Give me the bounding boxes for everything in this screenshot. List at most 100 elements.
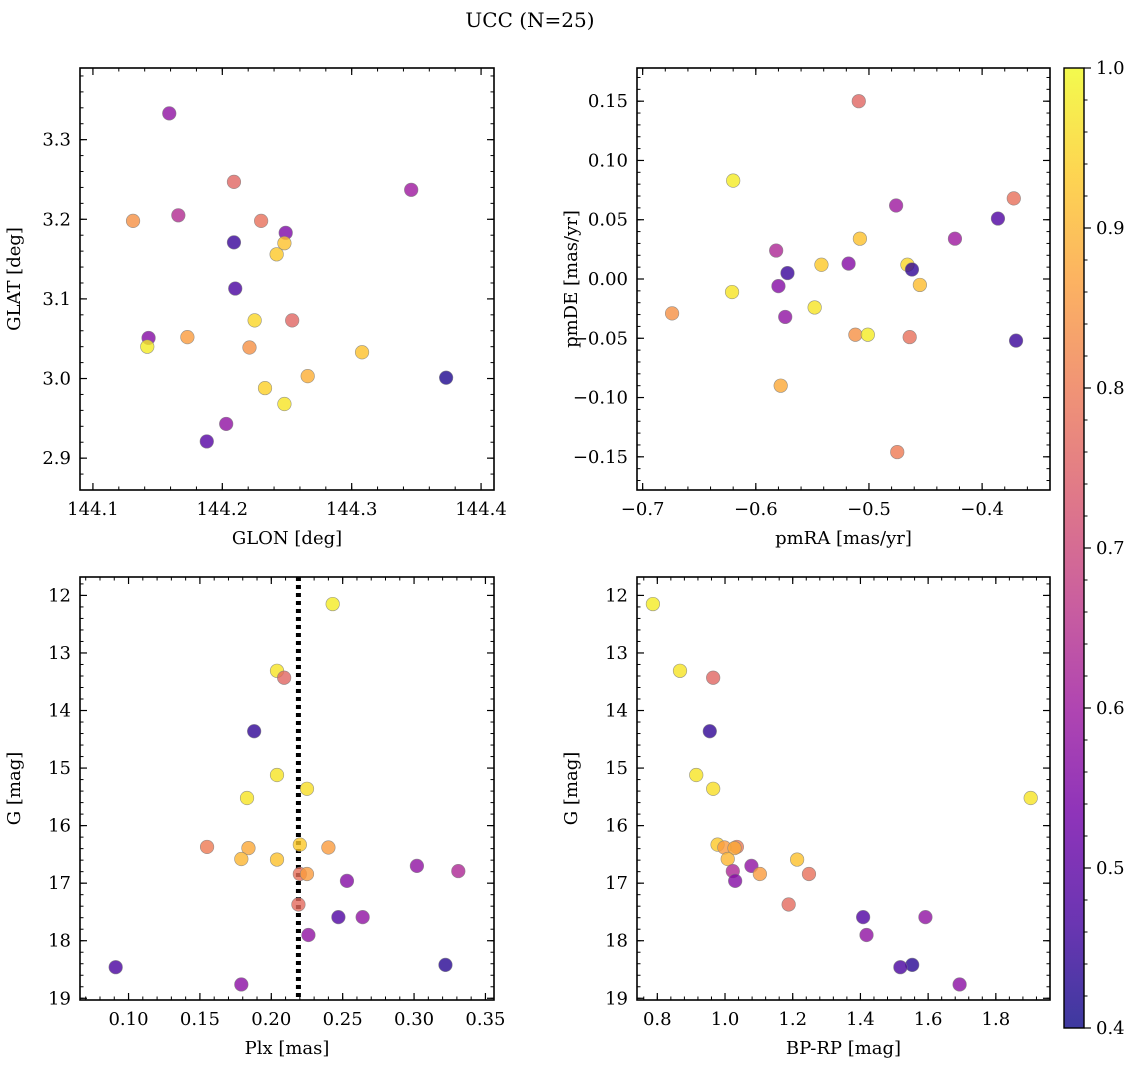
data-point — [321, 840, 336, 855]
x-tick-label: 144.3 — [326, 499, 378, 520]
y-tick-label: 18 — [48, 931, 71, 952]
data-point — [325, 596, 340, 612]
y-tick-label: 19 — [605, 988, 628, 1009]
points-group — [108, 596, 466, 992]
colorbar: 0.4 0.5 0.6 0.7 0.8 0.9 1.0 — [1063, 58, 1125, 1039]
panel-4: 0.8 1.0 1.2 1.4 1.6 1.8 12 13 14 15 16 17 18 19 BP-RP … — [561, 576, 1051, 1059]
y-tick-label: 2.9 — [42, 448, 71, 469]
data-point — [254, 213, 269, 228]
data-point — [672, 663, 688, 678]
y-tick-label: 0.15 — [588, 91, 628, 112]
y-tick-label: −0.05 — [573, 328, 628, 349]
y-tick-label: 3.3 — [42, 130, 71, 151]
data-point — [355, 910, 370, 925]
data-point — [291, 897, 306, 912]
data-point — [752, 866, 767, 882]
data-point — [664, 306, 680, 321]
y-tick-label: 3.1 — [42, 289, 71, 310]
y-tick-label: 0.10 — [588, 150, 628, 171]
data-point — [790, 852, 805, 867]
data-point — [645, 596, 661, 612]
data-point — [451, 863, 466, 879]
figure-title: UCC (N=25) — [465, 8, 594, 32]
axes-frame — [636, 576, 1051, 1001]
data-point — [702, 724, 717, 739]
x-tick-label: 144.1 — [67, 499, 119, 520]
data-point — [706, 670, 721, 685]
data-point — [171, 208, 186, 223]
x-tick-label: −0.5 — [847, 499, 891, 520]
data-point — [706, 781, 721, 796]
x-tick-label: 0.10 — [108, 1009, 148, 1030]
data-point — [778, 309, 793, 325]
colorbar-tick-label: 0.5 — [1096, 858, 1125, 879]
panel-2: −0.7 −0.6 −0.5 −0.4 −0.15 −0.10 −0.05 0.00 0.05 0… — [561, 67, 1051, 549]
y-tick-label: 16 — [48, 816, 71, 837]
x-tick-label: 0.30 — [394, 1009, 434, 1030]
data-point — [140, 339, 155, 354]
data-point — [769, 243, 784, 258]
colorbar-tick-label: 0.8 — [1096, 378, 1125, 399]
data-point — [1023, 790, 1038, 806]
data-point — [285, 313, 300, 328]
x-tick-label: 0.15 — [180, 1009, 220, 1030]
data-point — [902, 329, 917, 345]
data-point — [234, 977, 249, 992]
data-point — [162, 106, 177, 121]
y-tick-label: 0.05 — [588, 210, 628, 231]
y-tick-label: 18 — [605, 931, 628, 952]
panel-3: 0.10 0.15 0.20 0.25 0.30 0.35 12 13 14 15 16 17 18 19… — [4, 576, 505, 1059]
data-point — [439, 370, 454, 385]
data-point — [856, 910, 871, 925]
x-tick-label: 0.8 — [643, 1009, 672, 1030]
colorbar-frame — [1063, 67, 1085, 1029]
x-axis-label: GLON [deg] — [232, 528, 342, 549]
data-point — [247, 724, 262, 739]
data-point — [720, 851, 735, 867]
data-point — [247, 313, 262, 328]
y-tick-label: 15 — [605, 758, 628, 779]
data-point — [180, 330, 195, 345]
y-tick-label: 13 — [605, 643, 628, 664]
data-point — [841, 256, 856, 271]
data-point — [990, 211, 1006, 226]
data-point — [241, 840, 256, 856]
scatter-panels: 144.1 144.2 144.3 144.4 2.9 3.0 3.1 3.2 3.3 GLON … — [4, 67, 1051, 1059]
data-point — [404, 182, 419, 197]
data-point — [234, 851, 249, 867]
data-point — [199, 839, 215, 855]
y-tick-label: 3.0 — [42, 369, 71, 390]
x-tick-label: 1.8 — [982, 1009, 1011, 1030]
data-point — [947, 231, 963, 246]
y-tick-label: −0.15 — [573, 447, 628, 468]
y-tick-label: 13 — [48, 643, 71, 664]
x-tick-label: −0.4 — [960, 499, 1004, 520]
data-point — [952, 977, 967, 992]
data-point — [848, 327, 863, 342]
data-point — [728, 873, 743, 888]
data-point — [912, 277, 927, 293]
data-point — [780, 265, 795, 281]
points-group — [664, 94, 1024, 460]
data-point — [689, 767, 704, 783]
x-tick-label: 1.2 — [778, 1009, 807, 1030]
data-point — [724, 284, 740, 300]
points-group — [645, 596, 1038, 992]
x-tick-label: 0.20 — [251, 1009, 291, 1030]
colorbar-tick-label: 0.7 — [1096, 538, 1125, 559]
data-point — [904, 262, 920, 277]
x-tick-label: −0.7 — [621, 499, 665, 520]
y-tick-label: 14 — [605, 701, 628, 722]
data-point — [277, 670, 292, 685]
x-tick-label: 0.25 — [323, 1009, 363, 1030]
colorbar-tick-label: 0.9 — [1096, 218, 1125, 239]
data-point — [889, 198, 904, 213]
x-axis-label: BP-RP [mag] — [786, 1038, 901, 1059]
x-tick-label: −0.6 — [734, 499, 778, 520]
axes-frame — [636, 67, 1051, 491]
x-tick-label: 0.35 — [465, 1009, 505, 1030]
data-point — [226, 174, 242, 189]
data-point — [299, 866, 315, 882]
y-tick-label: 17 — [48, 873, 71, 894]
